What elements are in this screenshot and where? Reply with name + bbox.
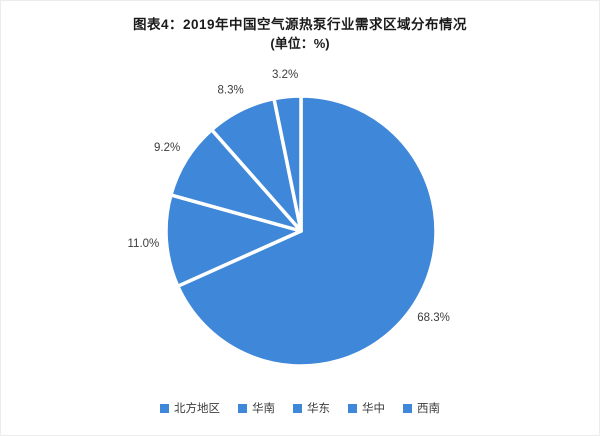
legend-label: 北方地区 bbox=[174, 403, 220, 415]
legend-item-1: 华南 bbox=[238, 400, 275, 416]
legend-label: 华中 bbox=[362, 403, 385, 415]
legend-item-3: 华中 bbox=[348, 400, 385, 416]
legend-swatch-icon bbox=[293, 403, 302, 413]
legend-swatch-icon bbox=[238, 403, 247, 413]
legend-label: 西南 bbox=[417, 403, 440, 415]
chart-title: 图表4：2019年中国空气源热泵行业需求区域分布情况 bbox=[132, 17, 468, 32]
legend-item-2: 华东 bbox=[293, 400, 330, 416]
slice-label-0: 68.3% bbox=[417, 312, 450, 324]
legend-swatch-icon bbox=[348, 403, 357, 413]
legend: 北方地区 华南 华东 华中 西南 bbox=[1, 397, 599, 419]
legend-swatch-icon bbox=[403, 403, 412, 413]
slice-label-4: 3.2% bbox=[272, 69, 298, 81]
legend-swatch-icon bbox=[160, 403, 169, 413]
legend-label: 华东 bbox=[307, 403, 330, 415]
legend-label: 华南 bbox=[252, 403, 275, 415]
pie-slice-0 bbox=[176, 94, 438, 368]
slice-label-3: 8.3% bbox=[217, 85, 243, 97]
pie-slice-1 bbox=[164, 193, 303, 288]
legend-item-0: 北方地区 bbox=[160, 400, 220, 416]
chart-subtitle: (单位：%) bbox=[270, 36, 330, 51]
slice-label-1: 11.0% bbox=[128, 238, 160, 250]
legend-item-4: 西南 bbox=[403, 400, 440, 416]
pie-slice-4 bbox=[272, 94, 303, 233]
slice-label-2: 9.2% bbox=[154, 142, 180, 154]
